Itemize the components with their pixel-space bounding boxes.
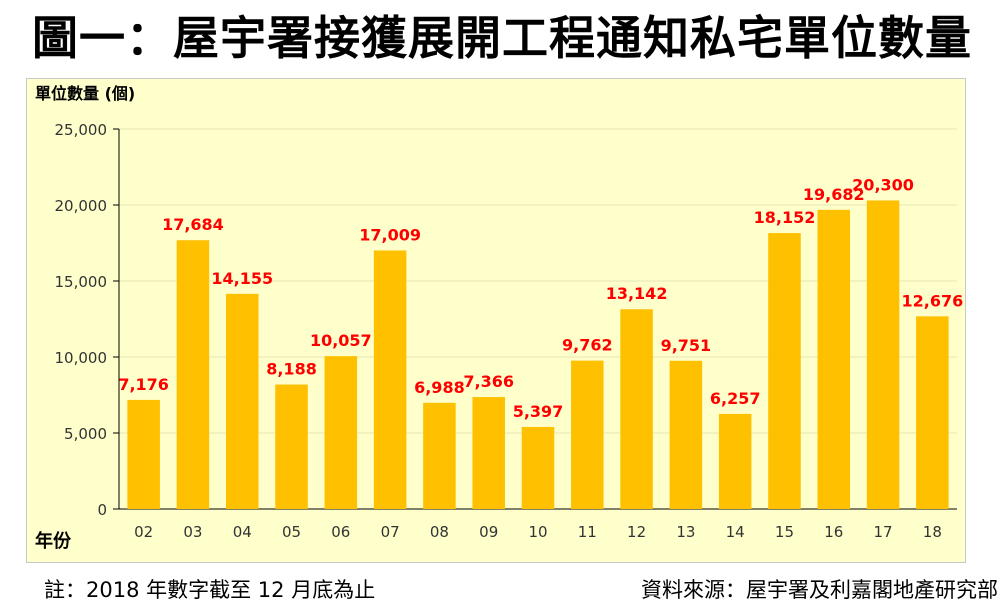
x-tick-label: 07	[381, 523, 400, 541]
data-label: 13,142	[606, 284, 668, 303]
bar	[472, 397, 505, 509]
data-labels: 7,176 17,684 14,155 8,188 10,057 17,009 6,9887…	[118, 175, 963, 421]
x-tick-label: 13	[676, 523, 695, 541]
bar	[620, 309, 653, 509]
data-label: 6,257	[710, 389, 761, 408]
x-tick-label: 06	[331, 523, 350, 541]
bar	[324, 356, 358, 509]
data-label: 14,155	[211, 269, 273, 288]
x-tick-label: 15	[775, 523, 794, 541]
y-tick-label: 25,000	[55, 121, 108, 139]
bar	[176, 240, 210, 510]
x-tick-label: 10	[528, 523, 547, 541]
data-label: 5,397	[513, 402, 564, 421]
data-label: 19,682	[803, 185, 865, 204]
x-axis-label: 年份	[35, 530, 72, 552]
data-label: 18,152	[754, 208, 816, 227]
bar	[571, 360, 604, 509]
data-label: 7,366	[463, 372, 514, 391]
y-tick-label: 10,000	[55, 349, 108, 367]
x-tick-label: 02	[134, 523, 153, 541]
bar	[669, 360, 703, 509]
page-title: 圖一：屋宇署接獲展開工程通知私宅單位數量	[32, 11, 972, 65]
bar	[423, 402, 456, 509]
data-label: 6,988	[414, 378, 465, 397]
x-tick-label: 11	[578, 523, 597, 541]
x-tick-label: 16	[824, 523, 843, 541]
x-tick-label: 05	[282, 523, 301, 541]
x-tick-label: 08	[430, 523, 449, 541]
x-tick-label: 17	[874, 523, 893, 541]
data-label: 7,176	[118, 375, 169, 394]
y-tick-label: 20,000	[55, 197, 108, 215]
y-tick-label: 0	[97, 501, 107, 519]
data-label: 20,300	[852, 175, 914, 194]
data-label: 9,751	[661, 336, 712, 355]
bar	[817, 209, 851, 509]
bar	[916, 316, 949, 509]
gridlines	[119, 128, 957, 434]
x-tick-label: 18	[923, 523, 942, 541]
bar-chart: 0 5,000 10,000 15,000 20,000 25,000 02 03 04 05 06…	[35, 84, 963, 552]
x-tick-label: 03	[183, 523, 202, 541]
bar	[373, 250, 407, 509]
data-label: 17,684	[162, 215, 224, 234]
bar	[225, 293, 259, 509]
axes: 0 5,000 10,000 15,000 20,000 25,000 02 03 04 05 06…	[55, 121, 957, 541]
footnote: 註：2018 年數字截至 12 月底為止	[44, 578, 376, 602]
data-label: 9,762	[562, 336, 613, 355]
bar	[275, 384, 308, 509]
bar	[866, 200, 900, 509]
bar	[521, 426, 555, 509]
chart-area: 0 5,000 10,000 15,000 20,000 25,000 02 03 04 05 06…	[26, 78, 966, 563]
y-tick-label: 15,000	[55, 273, 108, 291]
x-tick-label: 12	[627, 523, 646, 541]
x-tick-label: 04	[233, 523, 252, 541]
x-tick-label: 14	[726, 523, 745, 541]
bar	[127, 399, 160, 509]
x-tick-label: 09	[479, 523, 498, 541]
data-label: 17,009	[359, 225, 421, 244]
bars	[127, 200, 949, 510]
y-axis-label: 單位數量 (個)	[35, 84, 135, 103]
bar	[768, 233, 801, 509]
data-label: 10,057	[310, 331, 372, 350]
bar	[718, 413, 752, 509]
data-label: 12,676	[901, 291, 963, 310]
data-label: 8,188	[266, 360, 317, 379]
y-tick-label: 5,000	[64, 425, 107, 443]
source-note: 資料來源：屋宇署及利嘉閣地產研究部	[641, 578, 998, 602]
